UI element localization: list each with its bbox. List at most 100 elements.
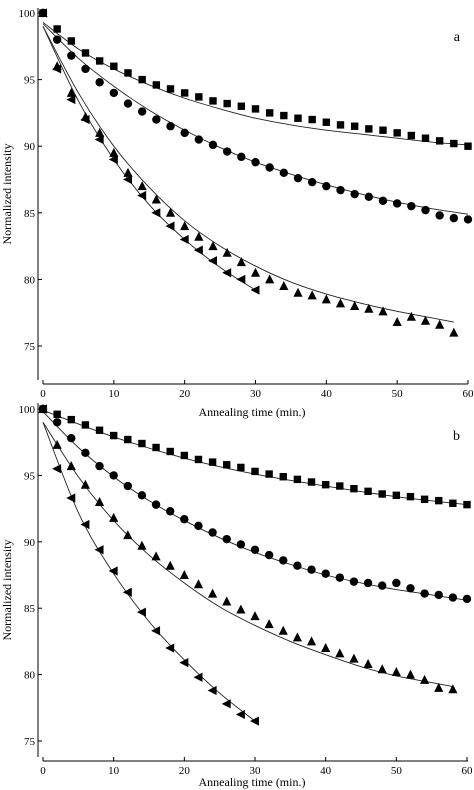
data-point-triangle-up — [448, 684, 458, 694]
data-point-triangle-up — [222, 247, 232, 257]
panel-a-y-axis-title: Normalized intensity — [0, 144, 14, 245]
x-tick-label: 60 — [462, 765, 474, 777]
data-point-circle — [335, 573, 344, 582]
data-point-triangle-left — [165, 221, 175, 231]
data-point-circle — [421, 205, 430, 215]
data-point-square — [67, 37, 76, 45]
data-point-triangle-left — [235, 709, 245, 720]
data-point-square — [265, 470, 273, 478]
data-point-circle — [95, 78, 104, 87]
data-point-square — [138, 75, 146, 84]
data-point-circle — [222, 534, 231, 544]
fit-line-series-3 — [42, 422, 453, 687]
data-point-circle — [166, 507, 175, 516]
data-point-square — [378, 490, 386, 498]
data-point-triangle-up — [306, 636, 317, 646]
data-point-triangle-up — [236, 257, 246, 267]
panel-a-markers — [38, 8, 473, 337]
x-tick-label: 30 — [250, 388, 262, 400]
x-tick-label: 50 — [391, 765, 403, 777]
data-point-square — [336, 121, 345, 129]
data-point-circle — [321, 569, 330, 578]
data-point-square — [124, 435, 132, 444]
data-point-triangle-up — [123, 167, 133, 177]
data-point-triangle-up — [66, 87, 76, 97]
data-point-circle — [293, 561, 302, 570]
data-point-triangle-up — [406, 311, 416, 321]
data-point-triangle-up — [80, 479, 90, 489]
data-point-triangle-left — [52, 464, 62, 474]
data-point-circle — [123, 481, 132, 491]
y-tick-label: 100 — [19, 404, 36, 416]
data-point-circle — [67, 51, 76, 60]
data-point-triangle-left — [123, 174, 132, 185]
data-point-circle — [448, 593, 458, 602]
panel-b-fit-lines — [42, 409, 468, 722]
data-point-square — [280, 111, 288, 120]
x-tick-label: 30 — [250, 765, 262, 777]
x-tick-label: 0 — [40, 765, 46, 777]
fit-line-series-1 — [42, 21, 469, 146]
data-point-triangle-up — [94, 496, 105, 506]
x-tick-label: 20 — [179, 388, 191, 400]
data-point-triangle-up — [292, 632, 302, 642]
data-point-circle — [364, 192, 374, 202]
y-tick-label: 75 — [24, 341, 36, 353]
data-point-triangle-up — [109, 147, 119, 157]
data-point-square — [152, 443, 160, 452]
data-point-circle — [407, 201, 416, 211]
data-point-triangle-up — [137, 540, 147, 550]
data-point-circle — [52, 418, 62, 427]
data-point-square — [95, 57, 104, 65]
data-point-triangle-up — [377, 664, 387, 674]
data-point-triangle-left — [137, 190, 147, 201]
data-point-triangle-up — [165, 560, 175, 570]
x-tick-label: 0 — [40, 388, 46, 400]
data-point-triangle-left — [94, 134, 104, 145]
data-point-triangle-up — [293, 287, 303, 297]
data-point-square — [223, 99, 231, 108]
data-point-triangle-left — [151, 626, 161, 636]
data-point-circle — [250, 545, 260, 554]
data-point-circle — [151, 500, 161, 509]
data-point-triangle-up — [179, 570, 189, 579]
fit-line-series-3 — [42, 26, 454, 323]
data-point-square — [350, 122, 359, 130]
data-point-triangle-up — [378, 306, 388, 316]
data-point-triangle-left — [193, 245, 203, 255]
data-point-square — [95, 426, 104, 434]
data-point-circle — [307, 177, 317, 187]
data-point-triangle-up — [321, 294, 331, 304]
data-point-triangle-up — [279, 281, 289, 291]
data-point-triangle-up — [335, 298, 346, 308]
data-point-triangle-left — [250, 285, 260, 295]
data-point-triangle-up — [278, 625, 288, 635]
data-point-triangle-up — [250, 611, 260, 621]
data-point-square — [251, 467, 259, 476]
panel-a-x-ticks: 0 10 20 30 40 50 60 — [40, 380, 474, 400]
panel-a-x-axis-title: Annealing time (min.) — [199, 405, 306, 419]
data-point-square — [53, 25, 61, 33]
data-point-square — [393, 129, 401, 137]
data-point-circle — [420, 589, 429, 598]
y-tick-label: 80 — [24, 670, 36, 682]
data-point-triangle-left — [66, 94, 76, 105]
data-point-triangle-up — [194, 231, 204, 241]
data-point-triangle-up — [208, 588, 218, 598]
data-point-square — [350, 484, 358, 493]
x-tick-label: 20 — [179, 765, 191, 777]
data-point-triangle-up — [307, 290, 317, 300]
data-point-circle — [336, 185, 345, 195]
data-point-triangle-up — [335, 648, 345, 658]
data-point-triangle-up — [392, 317, 402, 327]
data-point-circle — [81, 448, 90, 458]
y-tick-label: 85 — [24, 603, 36, 615]
data-point-square — [293, 475, 302, 484]
y-tick-label: 95 — [24, 75, 36, 87]
data-point-circle — [180, 128, 189, 138]
data-point-triangle-up — [95, 127, 105, 137]
data-point-square — [336, 482, 344, 490]
data-point-square — [407, 131, 416, 140]
data-point-triangle-left — [193, 672, 203, 682]
data-point-triangle-left — [108, 566, 118, 576]
